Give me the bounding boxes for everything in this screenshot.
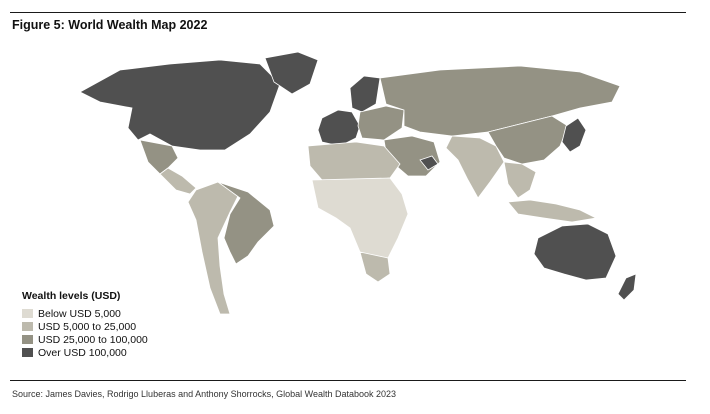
western-europe <box>317 109 361 147</box>
legend-label: Below USD 5,000 <box>38 307 121 320</box>
legend-item: USD 25,000 to 100,000 <box>22 333 148 346</box>
scandinavia <box>349 75 381 113</box>
legend-label: USD 25,000 to 100,000 <box>38 333 148 346</box>
new-zealand <box>617 273 637 301</box>
indonesia <box>507 199 598 223</box>
legend-swatch <box>22 335 33 344</box>
north-america-high <box>79 59 281 151</box>
legend-item: USD 5,000 to 25,000 <box>22 320 148 333</box>
legend-swatch <box>22 322 33 331</box>
bottom-rule <box>10 380 686 381</box>
southeast-asia <box>503 161 537 199</box>
legend: Wealth levels (USD) Below USD 5,000 USD … <box>22 290 148 359</box>
legend-item: Over USD 100,000 <box>22 346 148 359</box>
legend-item: Below USD 5,000 <box>22 307 148 320</box>
sub-saharan-africa <box>311 177 409 265</box>
legend-swatch <box>22 309 33 318</box>
russia-central-asia <box>379 65 621 137</box>
legend-label: Over USD 100,000 <box>38 346 127 359</box>
southern-africa <box>359 251 391 283</box>
north-africa <box>307 141 401 183</box>
top-rule <box>10 12 686 13</box>
australia <box>533 223 617 281</box>
figure-title: Figure 5: World Wealth Map 2022 <box>12 18 208 32</box>
eastern-europe <box>357 105 405 141</box>
gulf-states <box>419 155 439 171</box>
china <box>487 115 569 165</box>
south-america-east <box>217 181 275 265</box>
legend-label: USD 5,000 to 25,000 <box>38 320 137 333</box>
japan-korea <box>561 117 587 153</box>
source-note: Source: James Davies, Rodrigo Lluberas a… <box>12 389 397 399</box>
legend-swatch <box>22 348 33 357</box>
south-asia <box>445 135 505 199</box>
greenland <box>264 51 319 95</box>
central-america <box>159 167 197 195</box>
world-wealth-map <box>79 51 637 315</box>
legend-title: Wealth levels (USD) <box>22 290 121 302</box>
